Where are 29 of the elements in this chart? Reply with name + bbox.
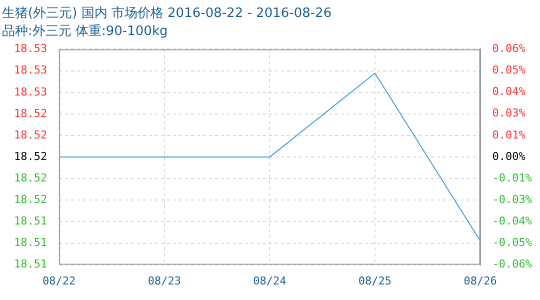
chart-title: 生猪(外三元) 国内 市场价格 2016-08-22 - 2016-08-26	[2, 6, 332, 22]
x-tick-label: 08/22	[42, 274, 76, 288]
x-tick-label: 08/23	[148, 274, 181, 288]
y2-tick-label: -0.06%	[492, 258, 532, 271]
y-tick-label: 18.52	[14, 171, 48, 184]
y2-tick-label: 0.05%	[492, 64, 526, 77]
y-tick-label: 18.53	[14, 85, 48, 98]
x-tick-label: 08/25	[358, 274, 392, 288]
y-tick-label: 18.52	[14, 193, 48, 206]
y-tick-label: 18.51	[14, 214, 48, 228]
y-tick-label: 18.52	[14, 150, 48, 163]
y2-tick-label: -0.04%	[492, 214, 532, 228]
y-tick-label: 18.52	[14, 106, 48, 120]
y-tick-label: 18.53	[14, 42, 48, 56]
y2-tick-label: -0.05%	[492, 236, 532, 250]
x-tick-label: 08/24	[253, 274, 287, 288]
y2-tick-label: 0.04%	[492, 85, 526, 98]
y2-tick-label: 0.06%	[492, 42, 526, 56]
y2-tick-label: 0.03%	[492, 106, 526, 120]
x-tick-label: 08/26	[464, 274, 497, 288]
y-tick-label: 18.53	[14, 64, 48, 77]
y2-tick-label: -0.03%	[492, 192, 532, 206]
y-tick-label: 18.52	[14, 128, 48, 142]
y2-tick-label: 0.00%	[492, 150, 526, 163]
y-tick-label: 18.51	[14, 236, 48, 250]
y2-tick-label: 0.01%	[492, 128, 526, 142]
y2-tick-label: -0.01%	[492, 171, 532, 184]
y-tick-label: 18.51	[14, 258, 48, 271]
chart-subtitle: 品种:外三元 体重:90-100kg	[2, 24, 168, 39]
